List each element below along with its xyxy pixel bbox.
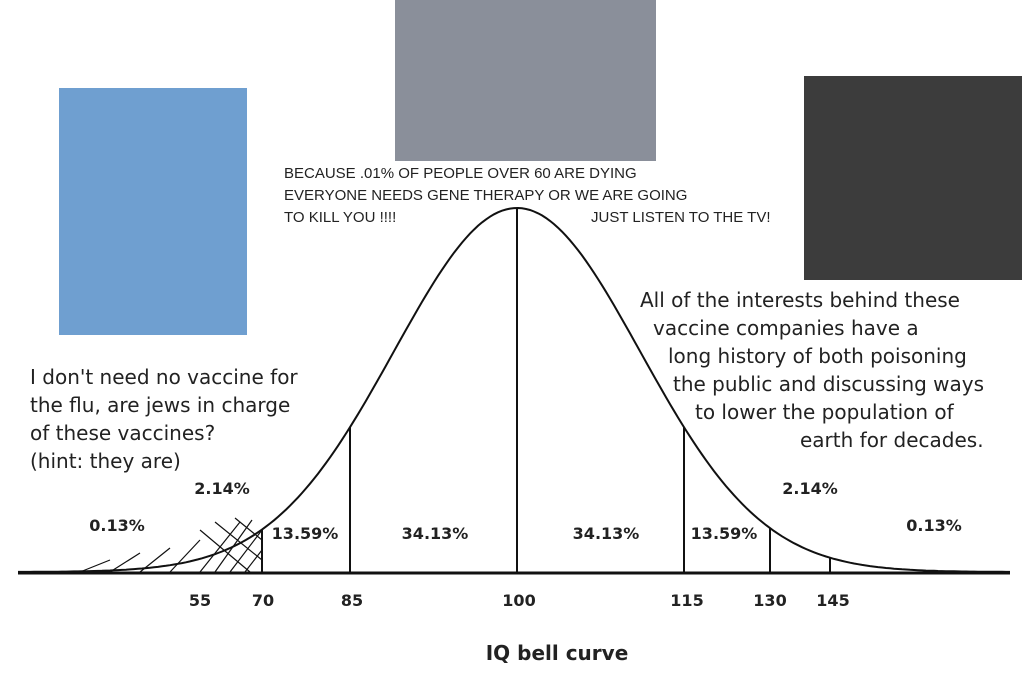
caption-top: TO KILL YOU !!!! <box>284 209 396 226</box>
caption-right: vaccine companies have a <box>653 316 919 340</box>
photo-top <box>395 0 656 161</box>
caption-right: to lower the population of <box>695 400 955 424</box>
region-label: 2.14% <box>194 479 250 498</box>
region-label: 13.59% <box>272 524 339 543</box>
caption-right: All of the interests behind these <box>640 288 960 312</box>
region-label: 34.13% <box>573 524 640 543</box>
caption-right: earth for decades. <box>800 428 984 452</box>
caption-right: the public and discussing ways <box>673 372 984 396</box>
x-label: 55 <box>189 591 211 610</box>
photo-right <box>804 76 1022 280</box>
region-label: 34.13% <box>402 524 469 543</box>
x-label: 145 <box>816 591 849 610</box>
title: IQ bell curve <box>486 641 629 665</box>
caption-left: (hint: they are) <box>30 449 181 473</box>
x-label: 85 <box>341 591 363 610</box>
caption-left: I don't need no vaccine for <box>30 365 298 389</box>
x-label: 130 <box>753 591 786 610</box>
region-label: 0.13% <box>906 516 962 535</box>
caption-top: EVERYONE NEEDS GENE THERAPY OR WE ARE GO… <box>284 187 687 204</box>
region-label: 2.14% <box>782 479 838 498</box>
x-label: 70 <box>252 591 274 610</box>
photo-left <box>59 88 247 335</box>
caption-left: of these vaccines? <box>30 421 215 445</box>
x-label: 115 <box>670 591 703 610</box>
bell-curve <box>18 206 1010 573</box>
hatching <box>79 517 263 573</box>
caption-top-right: JUST LISTEN TO THE TV! <box>591 209 771 226</box>
caption-right: long history of both poisoning <box>668 344 967 368</box>
caption-top: BECAUSE .01% OF PEOPLE OVER 60 ARE DYING <box>284 165 637 182</box>
region-label: 13.59% <box>691 524 758 543</box>
region-label: 0.13% <box>89 516 145 535</box>
x-label: 100 <box>502 591 535 610</box>
caption-left: the flu, are jews in charge <box>30 393 290 417</box>
